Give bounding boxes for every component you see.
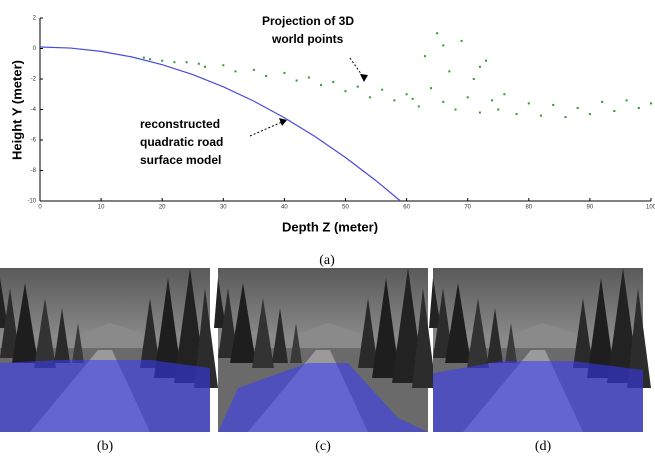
annotation: world points (271, 32, 344, 46)
point (222, 64, 225, 67)
point (405, 93, 408, 96)
point (436, 32, 439, 35)
photo-c (214, 268, 436, 432)
x-tick-label: 90 (587, 205, 594, 211)
x-tick-label: 20 (159, 205, 166, 211)
point (601, 100, 604, 103)
point (564, 116, 567, 119)
x-tick-label: 80 (525, 205, 532, 211)
y-tick-label: -6 (31, 138, 37, 144)
point (265, 74, 268, 77)
y-tick-label: -10 (27, 199, 36, 205)
point (637, 106, 640, 109)
point (430, 87, 433, 90)
annotation: reconstructed (140, 117, 220, 131)
point (540, 114, 543, 117)
x-tick-label: 100 (646, 205, 655, 211)
y-tick-label: -8 (31, 168, 37, 174)
y-tick-label: -4 (31, 107, 37, 113)
annotation: surface model (140, 153, 221, 167)
point (527, 102, 530, 105)
point (393, 99, 396, 102)
point (442, 100, 445, 103)
point (381, 88, 384, 91)
annotation: Projection of 3D (262, 14, 354, 28)
point (142, 56, 145, 59)
y-tick-label: 0 (33, 46, 37, 52)
y-axis-label: Height Y (meter) (9, 60, 24, 160)
point (411, 97, 414, 100)
point (417, 105, 420, 108)
point (497, 108, 500, 111)
arrowhead (279, 118, 287, 126)
point (503, 93, 506, 96)
point (466, 96, 469, 99)
point (203, 65, 206, 68)
curve (39, 46, 401, 202)
arrow (249, 121, 283, 137)
point (485, 59, 488, 62)
point (356, 85, 359, 88)
point (478, 111, 481, 114)
annotation: quadratic road (140, 135, 223, 149)
x-tick-label: 50 (342, 205, 349, 211)
point (148, 58, 151, 61)
caption: (c) (315, 439, 331, 454)
point (552, 103, 555, 106)
point (234, 70, 237, 73)
point (295, 79, 298, 82)
x-axis-label: Depth Z (meter) (282, 219, 378, 234)
point (613, 110, 616, 113)
point (460, 39, 463, 42)
point (650, 102, 652, 105)
caption: (d) (535, 439, 552, 454)
point (332, 81, 335, 84)
caption: (a) (319, 253, 335, 268)
point (161, 59, 164, 62)
x-tick-label: 10 (98, 205, 105, 211)
point (515, 113, 518, 116)
point (368, 96, 371, 99)
point (442, 44, 445, 47)
point (283, 71, 286, 74)
caption: (b) (97, 439, 114, 454)
point (625, 99, 628, 102)
point (173, 61, 176, 64)
x-tick-label: 60 (403, 205, 410, 211)
x-tick-label: 40 (281, 205, 288, 211)
point (448, 70, 451, 73)
point (185, 61, 188, 64)
point (472, 78, 475, 80)
point (478, 65, 481, 68)
point (320, 84, 323, 87)
point (197, 62, 200, 65)
point (423, 55, 426, 58)
point (576, 106, 579, 109)
point (588, 113, 591, 116)
point (491, 99, 494, 102)
point (454, 108, 457, 111)
x-tick-label: 70 (464, 205, 471, 211)
x-tick-label: 0 (38, 205, 42, 211)
x-tick-label: 30 (220, 205, 227, 211)
photo-b (0, 268, 218, 432)
point (344, 90, 347, 93)
photo-d (429, 268, 651, 432)
point (252, 68, 255, 71)
y-tick-label: -2 (31, 77, 37, 83)
point (307, 76, 310, 79)
arrowhead (360, 74, 368, 82)
y-tick-label: 2 (33, 16, 37, 22)
